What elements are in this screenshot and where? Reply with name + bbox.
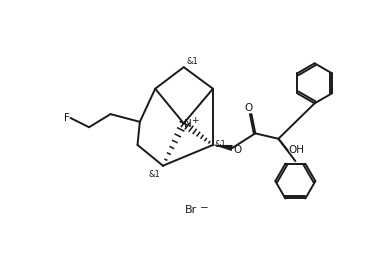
Text: +: + [190,116,198,125]
Text: &1: &1 [186,57,198,66]
Text: &1: &1 [215,140,226,149]
Text: F: F [64,113,70,123]
Text: Br: Br [185,205,197,215]
Text: N: N [184,119,192,129]
Text: −: − [200,203,209,213]
Text: O: O [234,144,242,155]
Text: O: O [244,103,253,112]
Text: OH: OH [288,145,305,155]
Text: &1: &1 [148,170,160,179]
Polygon shape [213,145,233,151]
